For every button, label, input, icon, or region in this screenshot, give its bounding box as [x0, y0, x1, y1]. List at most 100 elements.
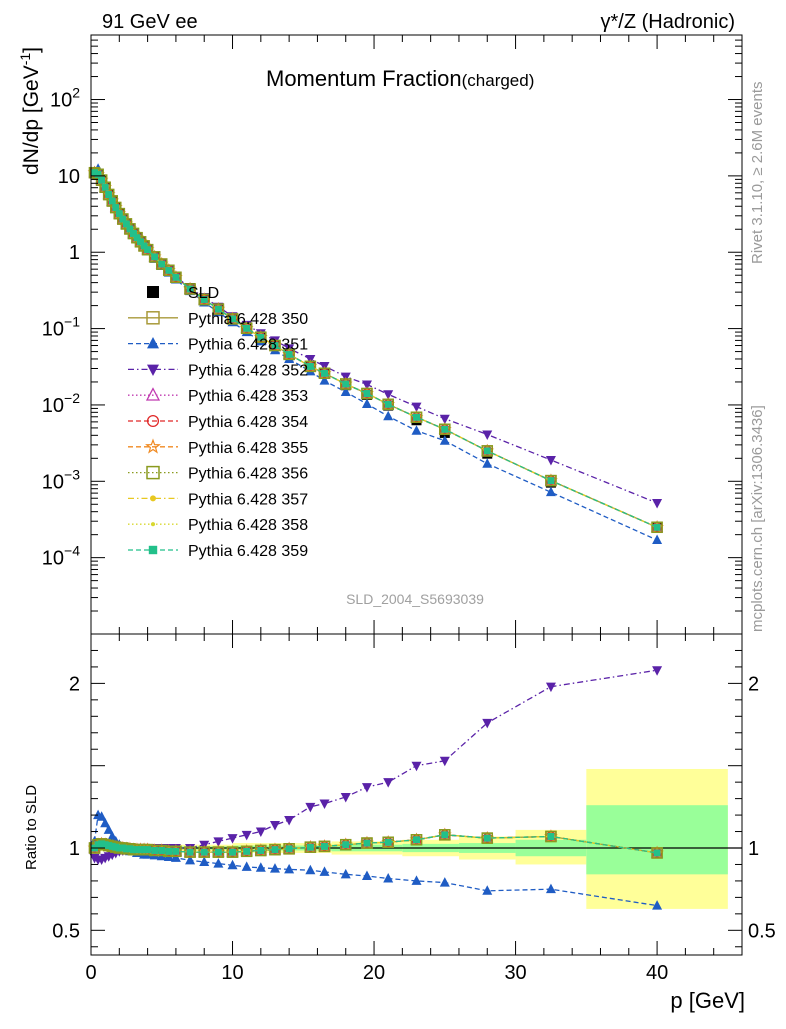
legend-label-350: Pythia 6.428 350 [188, 311, 308, 328]
point-351-36 [545, 883, 556, 894]
point-356-19 [170, 271, 182, 284]
legend-marker-353 [145, 387, 161, 401]
point-352-36 [545, 456, 556, 466]
point-359-6 [112, 843, 120, 851]
point-356-35 [481, 445, 494, 457]
point-352-25 [255, 827, 266, 838]
main-y-label: dN/dp [GeV-1] [17, 47, 43, 175]
point-351-24 [241, 861, 252, 871]
main-ytick-label-6: 102 [50, 85, 80, 112]
xtick-label-0: 0 [85, 962, 96, 984]
point-359-13 [137, 846, 145, 854]
ratio-ytick-label-l-1: 1 [69, 838, 80, 860]
point-356-18 [163, 264, 175, 277]
header-right: γ*/Z (Hadronic) [601, 11, 735, 33]
point-356-4 [102, 188, 115, 201]
ratio-ytick-label-l-2: 2 [69, 673, 80, 695]
point-359-33 [413, 413, 420, 421]
legend: SLD Pythia 6.428 350 Pythia 6.428 351 Pythi… [128, 285, 308, 560]
point-351-25 [255, 862, 266, 872]
ratio-ytick-label-r-0: 0.5 [748, 920, 776, 942]
point-359-12 [133, 846, 141, 854]
point-356-6 [110, 201, 122, 214]
point-356-15 [141, 243, 154, 256]
legend-label-351: Pythia 6.428 351 [188, 337, 308, 354]
legend-marker-359 [148, 545, 158, 555]
main-plot-area [87, 163, 665, 545]
point-359-22 [214, 305, 222, 313]
point-359-19 [172, 273, 180, 281]
point-359-37 [653, 523, 661, 531]
point-356-27 [283, 348, 295, 361]
point-356-12 [131, 231, 143, 244]
legend-item-356: Pythia 6.428 356 [128, 466, 308, 483]
legend-item-359: Pythia 6.428 359 [128, 543, 308, 560]
point-352-26 [269, 820, 280, 831]
point-352-30 [340, 792, 351, 803]
point-359-28 [306, 843, 314, 851]
point-356-25 [255, 331, 267, 344]
series-359 [91, 831, 661, 857]
point-359-14 [140, 846, 148, 854]
point-356-37 [651, 847, 663, 859]
ratio-ytick-label-l-0: 0.5 [52, 920, 80, 942]
point-359-7 [115, 210, 123, 218]
point-351-28 [305, 864, 316, 875]
point-359-24 [243, 847, 251, 855]
point-359-34 [441, 425, 449, 433]
point-359-9 [122, 220, 130, 228]
point-352-29 [319, 799, 330, 810]
legend-item-352: Pythia 6.428 352 [128, 362, 308, 379]
point-356-17 [156, 258, 168, 270]
point-356-21 [198, 293, 210, 306]
point-352-23 [227, 834, 238, 844]
point-359-10 [126, 225, 134, 233]
legend-label-358: Pythia 6.428 358 [188, 517, 308, 534]
main-ytick-label-4: 1 [69, 242, 80, 264]
point-359-15 [144, 246, 152, 254]
point-359-21 [200, 296, 208, 304]
legend-item-354: Pythia 6.428 354 [128, 414, 308, 431]
ratio-ytick-label-r-1: 1 [748, 838, 759, 860]
point-352-32 [383, 390, 394, 400]
point-352-34 [439, 756, 450, 767]
point-351-26 [269, 863, 280, 873]
point-352-34 [439, 414, 450, 425]
point-352-24 [241, 830, 252, 841]
point-359-18 [165, 266, 173, 274]
point-359-11 [129, 846, 137, 854]
point-356-22 [212, 303, 225, 315]
point-351-20 [185, 854, 196, 865]
legend-marker-356 [146, 465, 160, 480]
point-359-1 [94, 841, 102, 849]
point-351-31 [361, 398, 372, 408]
point-359-27 [285, 350, 293, 358]
xtick-label-3: 30 [504, 962, 526, 984]
point-359-5 [108, 842, 116, 850]
legend-item-358: Pythia 6.428 358 [128, 517, 308, 534]
point-359-3 [101, 841, 109, 849]
point-351-37 [652, 900, 663, 910]
point-351-34 [439, 877, 450, 887]
point-356-30 [339, 378, 352, 390]
point-359-31 [363, 390, 371, 398]
point-359-8 [119, 215, 127, 223]
header-left: 91 GeV ee [102, 11, 198, 33]
legend-item-351: Pythia 6.428 351 [128, 337, 308, 354]
point-351-34 [439, 435, 450, 445]
point-359-31 [363, 839, 371, 847]
point-359-17 [158, 260, 166, 268]
point-359-18 [165, 847, 173, 855]
point-359-36 [547, 832, 555, 840]
point-356-28 [304, 360, 317, 373]
legend-marker-SLD [147, 286, 159, 298]
point-359-15 [144, 846, 152, 854]
main-ytick-label-0: 10−4 [42, 543, 80, 570]
point-359-29 [321, 842, 329, 850]
point-356-36 [545, 474, 557, 487]
ratio-frame [90, 633, 743, 956]
point-359-0 [91, 169, 99, 177]
point-359-13 [137, 238, 145, 246]
point-359-19 [172, 847, 180, 855]
